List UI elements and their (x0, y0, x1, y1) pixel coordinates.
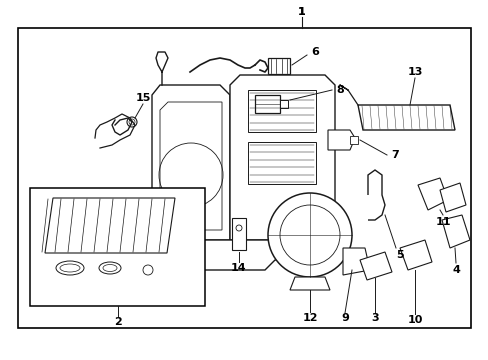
Polygon shape (229, 75, 334, 240)
Bar (247, 90, 315, 132)
Text: 1: 1 (298, 7, 305, 17)
Polygon shape (439, 183, 465, 212)
Bar (18, 28, 470, 328)
Text: 9: 9 (340, 313, 348, 323)
Bar (30, 188, 204, 306)
Ellipse shape (99, 262, 121, 274)
Text: 6: 6 (310, 47, 318, 57)
Bar (349, 136, 357, 144)
Text: 13: 13 (407, 67, 422, 77)
Text: 15: 15 (135, 93, 150, 103)
Circle shape (267, 193, 351, 277)
Bar (231, 218, 245, 250)
Text: 10: 10 (407, 315, 422, 325)
Text: 7: 7 (390, 150, 398, 160)
Text: 2: 2 (114, 317, 122, 327)
Polygon shape (441, 215, 469, 248)
Polygon shape (327, 130, 354, 150)
Polygon shape (357, 105, 454, 130)
Polygon shape (417, 178, 447, 210)
Text: 4: 4 (451, 265, 459, 275)
Text: 1: 1 (298, 7, 305, 17)
Bar (247, 142, 315, 184)
Bar (254, 95, 280, 113)
Bar (280, 100, 287, 108)
Text: 14: 14 (231, 263, 246, 273)
Text: 12: 12 (302, 313, 317, 323)
Polygon shape (152, 85, 229, 240)
Bar (267, 58, 289, 74)
Text: 8: 8 (335, 85, 343, 95)
Text: 3: 3 (370, 313, 378, 323)
Text: 11: 11 (434, 217, 450, 227)
Polygon shape (289, 277, 329, 290)
Polygon shape (342, 248, 369, 275)
Polygon shape (359, 252, 391, 280)
Text: 5: 5 (395, 250, 403, 260)
Polygon shape (399, 240, 431, 270)
Ellipse shape (56, 261, 84, 275)
Polygon shape (152, 240, 334, 270)
Circle shape (127, 117, 137, 127)
